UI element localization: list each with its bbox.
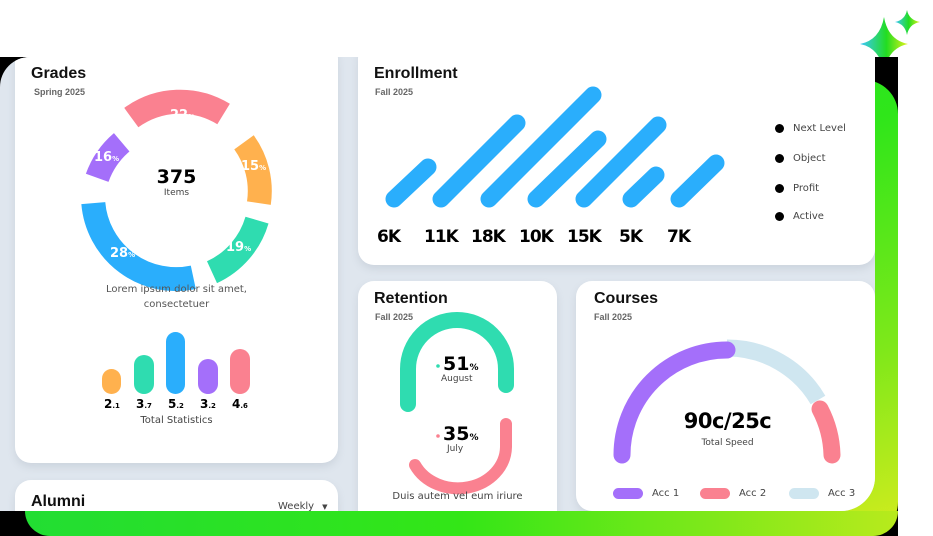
alumni-card: Alumni Weekly ▼ — [15, 480, 338, 511]
legend-pill-icon — [613, 488, 643, 499]
enrollment-bar-10k — [527, 130, 607, 208]
enrollment-card: Enrollment Fall 2025 6K 11K 18K 10K 15K … — [358, 57, 875, 265]
legend-acc2: Acc 2 — [700, 488, 766, 499]
enrollment-bar-5k — [622, 166, 665, 208]
courses-card: Courses Fall 2025 90c/25c Total Speed Ac… — [576, 281, 875, 511]
retention-arc-july — [409, 418, 512, 495]
legend-pill-icon — [700, 488, 730, 499]
donut-segment-blue — [81, 201, 196, 292]
retention-july-label: July — [447, 444, 464, 454]
stat-value-5: 4.6 — [232, 397, 248, 411]
stat-bar-4 — [198, 359, 218, 394]
grades-description-line1: Lorem ipsum dolor sit amet, — [106, 284, 247, 295]
gauge-segment-acc2 — [811, 400, 841, 464]
alumni-title: Alumni — [31, 493, 86, 510]
green-bottom-strip — [25, 511, 898, 536]
enrollment-bar-11k — [432, 114, 526, 208]
svg-text:28%: 28% — [110, 246, 135, 261]
donut-segment-pink — [124, 89, 230, 128]
enrollment-label-5: 15K — [567, 227, 602, 247]
gauge-segment-acc1 — [613, 341, 736, 464]
gauge-track-acc3 — [726, 339, 826, 405]
svg-text:15%: 15% — [241, 159, 266, 174]
period-select-value: Weekly — [278, 501, 315, 511]
grades-subtitle: Spring 2025 — [34, 87, 86, 97]
stat-value-2: 3.7 — [136, 397, 152, 411]
stat-bar-1 — [102, 369, 121, 394]
grades-title: Grades — [31, 65, 87, 82]
stat-value-1: 2.1 — [104, 397, 120, 411]
donut-segment-orange — [234, 135, 272, 205]
grades-description-line2: consectetuer — [143, 299, 210, 310]
stats-label: Total Statistics — [140, 415, 213, 426]
legend-pill-icon — [789, 488, 819, 499]
enrollment-label-7: 7K — [667, 227, 691, 247]
legend-acc3: Acc 3 — [789, 488, 855, 499]
legend-dot-icon — [775, 124, 784, 133]
donut-segment-green — [206, 216, 269, 284]
retention-title: Retention — [374, 290, 448, 307]
legend-object: Object — [775, 153, 826, 164]
retention-subtitle: Fall 2025 — [375, 312, 414, 322]
legend-next-level: Next Level — [775, 123, 846, 134]
chevron-down-icon: ▼ — [322, 502, 328, 511]
stat-value-4: 3.2 — [200, 397, 216, 411]
stat-bar-5 — [230, 349, 250, 394]
retention-august-label: August — [441, 374, 473, 384]
courses-gauge-chart — [613, 339, 841, 464]
retention-arc-august — [400, 312, 514, 412]
enrollment-bar-7k — [670, 154, 725, 208]
enrollment-label-6: 5K — [619, 227, 643, 247]
courses-title: Courses — [594, 290, 659, 307]
stat-bar-2 — [134, 355, 154, 394]
courses-value-label: Total Speed — [701, 438, 754, 448]
legend-active: Active — [775, 211, 824, 222]
courses-value: 90c/25c — [683, 409, 772, 433]
enrollment-subtitle: Fall 2025 — [375, 87, 414, 97]
enrollment-bar-18k — [480, 86, 602, 208]
legend-profit: Profit — [775, 183, 819, 194]
stat-bar-3 — [166, 332, 185, 394]
enrollment-label-2: 11K — [424, 227, 459, 247]
svg-text:16%: 16% — [94, 150, 119, 165]
retention-chart — [400, 312, 514, 495]
svg-text:22%: 22% — [170, 108, 195, 123]
retention-july-value: 35% — [443, 423, 479, 445]
enrollment-title: Enrollment — [374, 65, 458, 82]
courses-subtitle: Fall 2025 — [594, 312, 633, 322]
grades-card: Grades Spring 2025 22% 15% 19% 28% 16% 3… — [15, 57, 338, 463]
retention-august-value: 51% — [443, 353, 479, 375]
donut-segment-purple — [85, 133, 130, 183]
sparkle-icon — [860, 10, 920, 72]
svg-text:19%: 19% — [226, 240, 251, 255]
grades-total-value: 375 — [156, 166, 197, 188]
legend-dot-icon — [775, 212, 784, 221]
enrollment-label-4: 10K — [519, 227, 554, 247]
legend-acc1: Acc 1 — [613, 488, 679, 499]
legend-dot-icon — [775, 154, 784, 163]
stat-value-3: 5.2 — [168, 397, 184, 411]
retention-caption: Duis autem vel eum iriure — [392, 491, 523, 502]
enrollment-bar-chart — [385, 86, 725, 208]
enrollment-label-3: 18K — [471, 227, 506, 247]
retention-card: Retention Fall 2025 51% August 35% July … — [358, 281, 557, 511]
enrollment-bar-15k — [575, 116, 667, 208]
enrollment-bar-6k — [385, 158, 437, 208]
dashboard-panel: Grades Spring 2025 22% 15% 19% 28% 16% 3… — [0, 57, 875, 511]
grades-donut-chart: 22% 15% 19% 28% 16% — [81, 89, 272, 292]
period-select[interactable]: Weekly ▼ — [278, 501, 327, 511]
grades-total-label: Items — [163, 188, 190, 198]
legend-dot-icon — [775, 184, 784, 193]
enrollment-label-1: 6K — [377, 227, 401, 247]
